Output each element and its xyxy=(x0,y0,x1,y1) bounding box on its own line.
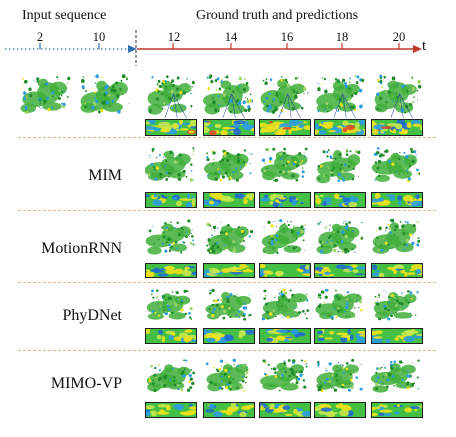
motionrnn-frame-16 xyxy=(259,215,311,257)
tick-pred-20: 20 xyxy=(392,30,406,44)
mimo-vp-frame-16 xyxy=(259,355,311,395)
motionrnn-zoom-18 xyxy=(314,263,366,278)
phydnet-zoom-16 xyxy=(259,328,311,344)
tick-pred-12: 12 xyxy=(167,30,181,44)
mimo-vp-zoom-18 xyxy=(314,402,366,418)
ground-truth-zoom-14 xyxy=(203,119,255,136)
mimo-vp-frame-14 xyxy=(203,355,255,395)
row-separator-2 xyxy=(18,210,436,211)
tick-pred-16: 16 xyxy=(280,30,294,44)
ground-truth-frame-20 xyxy=(371,70,423,118)
ground-truth-zoom-20 xyxy=(371,119,423,136)
ground-truth-frame-12 xyxy=(145,70,197,118)
mimo-vp-zoom-20 xyxy=(371,402,423,418)
phydnet-zoom-14 xyxy=(203,328,255,344)
mimo-vp-frame-18 xyxy=(314,355,366,395)
motionrnn-zoom-16 xyxy=(259,263,311,278)
mim-zoom-14 xyxy=(203,192,255,208)
pred-timeline-arrowhead xyxy=(413,45,422,53)
mimo-vp-zoom-12 xyxy=(145,402,197,418)
mim-zoom-16 xyxy=(259,192,311,208)
tick-pred-18: 18 xyxy=(335,30,349,44)
mimo-vp-zoom-14 xyxy=(203,402,255,418)
mim-zoom-20 xyxy=(371,192,423,208)
ground-truth-zoom-12 xyxy=(145,119,197,136)
phydnet-zoom-20 xyxy=(371,328,423,344)
method-label-mimo-vp: MIMO-VP xyxy=(50,375,122,392)
ground-truth-frame-16 xyxy=(259,70,311,118)
mimo-vp-frame-12 xyxy=(145,355,197,395)
row-separator-4 xyxy=(18,350,436,351)
method-label-motionrnn: MotionRNN xyxy=(41,240,122,257)
tick-input-2: 2 xyxy=(36,30,44,44)
time-axis-label: t xyxy=(422,38,427,54)
motionrnn-zoom-14 xyxy=(203,263,255,278)
phydnet-frame-18 xyxy=(314,285,366,323)
mim-frame-18 xyxy=(314,143,366,185)
row-separator-3 xyxy=(18,282,436,283)
timeline-arrows xyxy=(5,30,422,66)
mimo-vp-zoom-16 xyxy=(259,402,311,418)
ground-truth-frame-14 xyxy=(203,70,255,118)
input-frame-2 xyxy=(17,70,73,118)
phydnet-frame-20 xyxy=(371,285,423,323)
tick-pred-14: 14 xyxy=(224,30,238,44)
phydnet-zoom-18 xyxy=(314,328,366,344)
phydnet-frame-16 xyxy=(259,285,311,323)
ground-truth-zoom-16 xyxy=(259,119,311,136)
mim-zoom-18 xyxy=(314,192,366,208)
motionrnn-frame-12 xyxy=(145,215,197,257)
ground-truth-frame-18 xyxy=(314,70,366,118)
motionrnn-frame-14 xyxy=(203,215,255,257)
motionrnn-zoom-12 xyxy=(145,263,197,278)
phydnet-zoom-12 xyxy=(145,328,197,344)
motionrnn-zoom-20 xyxy=(371,263,423,278)
motionrnn-frame-18 xyxy=(314,215,366,257)
method-label-phydnet: PhyDNet xyxy=(62,307,122,324)
motionrnn-frame-20 xyxy=(371,215,423,257)
phydnet-frame-12 xyxy=(145,285,197,323)
mim-frame-12 xyxy=(145,143,197,185)
mim-frame-20 xyxy=(371,143,423,185)
row-separator-1 xyxy=(18,137,436,138)
input-timeline-arrowhead xyxy=(128,45,137,53)
phydnet-frame-14 xyxy=(203,285,255,323)
mim-frame-16 xyxy=(259,143,311,185)
mim-frame-14 xyxy=(203,143,255,185)
method-label-mim: MIM xyxy=(88,167,122,184)
ground-truth-zoom-18 xyxy=(314,119,366,136)
input-frame-10 xyxy=(78,70,134,118)
ground-truth-title: Ground truth and predictions xyxy=(196,8,359,23)
tick-input-10: 10 xyxy=(92,30,106,44)
mim-zoom-12 xyxy=(145,192,197,208)
input-sequence-title: Input sequence xyxy=(22,8,107,23)
mimo-vp-frame-20 xyxy=(371,355,423,395)
